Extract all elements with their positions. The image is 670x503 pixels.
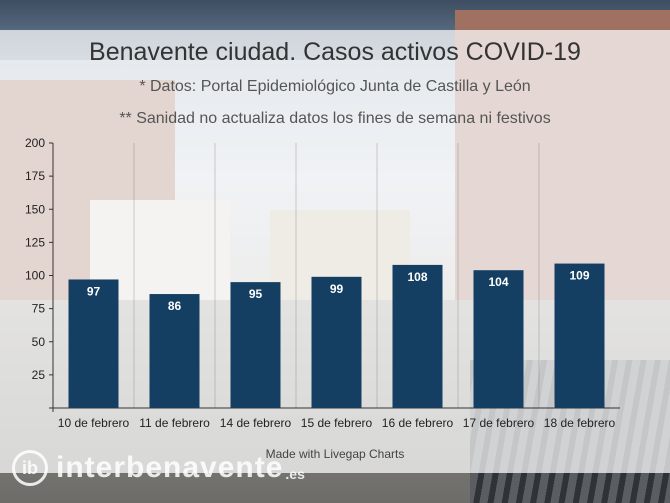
bar <box>392 264 443 408</box>
x-tick-label: 17 de febrero <box>463 416 535 430</box>
y-tick-label: 175 <box>25 169 45 183</box>
bar-value-label: 104 <box>488 275 508 289</box>
bar <box>68 279 119 408</box>
bar-value-label: 95 <box>249 287 263 301</box>
x-tick-label: 16 de febrero <box>382 416 454 430</box>
y-tick-label: 25 <box>32 368 46 382</box>
bar <box>473 270 524 408</box>
y-tick-label: 150 <box>25 202 45 216</box>
x-tick-label: 10 de febrero <box>58 416 130 430</box>
bar-value-label: 109 <box>569 269 589 283</box>
gridlines <box>133 143 540 408</box>
chart-title: Benavente ciudad. Casos activos COVID-19 <box>89 38 581 66</box>
chart-subtitle-note: ** Sanidad no actualiza datos los fines … <box>119 110 551 127</box>
credit-text: Made with Livegap Charts <box>265 447 405 461</box>
watermark-suffix: .es <box>285 466 305 482</box>
x-tick-label: 11 de febrero <box>139 416 210 430</box>
x-tick-label: 14 de febrero <box>220 416 292 430</box>
bar-value-label: 99 <box>330 282 344 296</box>
bars <box>68 263 605 408</box>
chart-subtitle: * Datos: Portal Epidemiológico Junta de … <box>139 78 531 95</box>
bar <box>311 276 362 408</box>
watermark-logo-icon: ib <box>12 450 48 486</box>
labels: 97 10 de febrero 86 11 de febrero 95 14 de fe… <box>58 269 616 430</box>
watermark-name: interbenavente <box>56 451 284 484</box>
bar <box>149 294 200 408</box>
x-tick-label: 15 de febrero <box>301 416 373 430</box>
y-tick-label: 75 <box>32 302 46 316</box>
y-tick-label: 125 <box>25 235 45 249</box>
x-tick-label: 18 de febrero <box>544 416 616 430</box>
bar <box>554 263 605 408</box>
bar-value-label: 108 <box>407 270 427 284</box>
bar-value-label: 97 <box>87 284 101 298</box>
bar-value-label: 86 <box>168 299 182 313</box>
bar <box>230 282 281 408</box>
y-tick-label: 100 <box>25 269 45 283</box>
y-tick-label: 50 <box>32 335 46 349</box>
y-tick-label: 200 <box>25 136 45 150</box>
watermark: ib interbenavente .es <box>12 448 305 488</box>
